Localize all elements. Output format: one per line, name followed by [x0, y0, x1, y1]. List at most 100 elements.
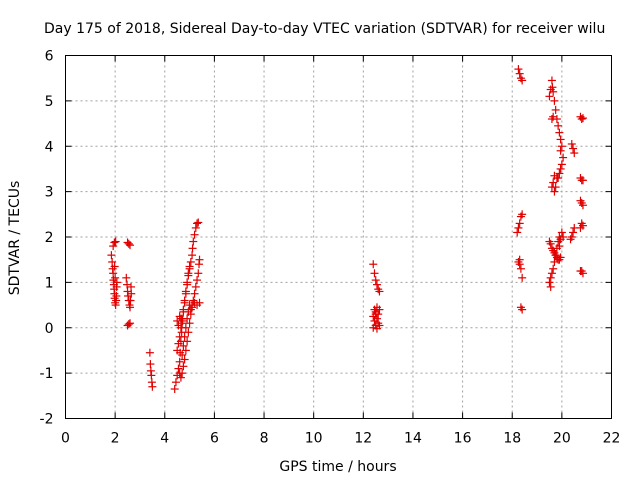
data-point: [557, 160, 566, 169]
data-point: [578, 201, 587, 210]
data-point: [369, 260, 378, 269]
data-point: [518, 273, 527, 282]
data-point: [174, 364, 183, 373]
data-point: [516, 264, 525, 273]
data-point: [556, 235, 565, 244]
data-point: [555, 242, 564, 251]
data-point: [545, 278, 554, 287]
data-point: [514, 65, 523, 74]
data-point: [578, 114, 587, 123]
data-point: [178, 369, 187, 378]
data-point: [145, 348, 154, 357]
x-tick-label: 18: [503, 431, 521, 447]
y-tick-label: 4: [45, 139, 54, 155]
data-point: [112, 278, 121, 287]
x-tick-label: 12: [354, 431, 372, 447]
data-point: [567, 139, 576, 148]
data-point: [126, 303, 135, 312]
x-tick-labels: 0 2 4 6 8 10 12 14 16 18 20 22: [61, 431, 620, 447]
data-point: [515, 69, 524, 78]
data-points: [107, 65, 587, 394]
data-point: [370, 316, 379, 325]
data-point: [109, 242, 118, 251]
data-point: [127, 289, 136, 298]
data-point: [186, 305, 195, 314]
data-point: [190, 230, 199, 239]
data-point: [557, 142, 566, 151]
data-point: [576, 267, 585, 276]
data-point: [193, 276, 202, 285]
chart-title: Day 175 of 2018, Sidereal Day-to-day VTE…: [44, 21, 605, 37]
data-point: [174, 339, 183, 348]
data-point: [170, 385, 179, 394]
data-point: [176, 314, 185, 323]
data-point: [513, 228, 522, 237]
data-point: [111, 237, 120, 246]
data-point: [566, 235, 575, 244]
data-point: [577, 115, 586, 124]
data-point: [554, 121, 563, 130]
data-point: [547, 269, 556, 278]
data-point: [126, 241, 135, 250]
data-point: [546, 239, 555, 248]
data-point: [111, 273, 120, 282]
y-tick-label: 1: [45, 275, 54, 291]
data-point: [547, 76, 556, 85]
data-point: [557, 228, 566, 237]
data-point: [181, 287, 190, 296]
data-point: [175, 357, 184, 366]
data-point: [183, 337, 192, 346]
data-point: [112, 291, 121, 300]
data-point: [184, 328, 193, 337]
data-point: [375, 305, 384, 314]
data-point: [190, 289, 199, 298]
data-point: [107, 251, 116, 260]
x-tick-label: 22: [603, 431, 621, 447]
data-point: [178, 350, 187, 359]
data-point: [189, 237, 198, 246]
data-point: [372, 324, 381, 333]
data-point: [180, 332, 189, 341]
gridlines: [65, 55, 612, 419]
data-point: [559, 153, 568, 162]
data-point: [549, 112, 558, 121]
data-point: [518, 76, 527, 85]
data-point: [193, 219, 202, 228]
y-tick-label: 0: [45, 321, 54, 337]
data-point: [108, 257, 117, 266]
y-tick-label: -1: [40, 366, 54, 382]
data-point: [569, 228, 578, 237]
y-tick-label: 3: [45, 185, 54, 201]
data-point: [110, 262, 119, 271]
data-point: [369, 312, 378, 321]
y-tick-labels: -2 -1 0 1 2 3 4 5 6: [40, 49, 54, 428]
data-point: [185, 262, 194, 271]
data-point: [549, 264, 558, 273]
x-tick-label: 6: [210, 431, 219, 447]
x-tick-label: 8: [260, 431, 269, 447]
data-point: [550, 187, 559, 196]
data-point: [184, 269, 193, 278]
data-point: [556, 253, 565, 262]
data-point: [173, 346, 182, 355]
data-point: [126, 319, 135, 328]
data-point: [148, 382, 157, 391]
y-tick-label: 5: [45, 94, 54, 110]
data-point: [171, 378, 180, 387]
data-point: [177, 328, 186, 337]
data-point: [556, 164, 565, 173]
data-point: [126, 296, 135, 305]
data-point: [555, 128, 564, 137]
y-axis-label: SDTVAR / TECUs: [7, 181, 23, 296]
x-axis-label: GPS time / hours: [279, 459, 396, 475]
data-point: [181, 346, 190, 355]
data-point: [576, 223, 585, 232]
data-point: [180, 355, 189, 364]
data-point: [181, 323, 190, 332]
data-point: [194, 269, 203, 278]
data-point: [370, 269, 379, 278]
x-tick-label: 0: [61, 431, 70, 447]
data-point: [514, 223, 523, 232]
data-point: [555, 169, 564, 178]
